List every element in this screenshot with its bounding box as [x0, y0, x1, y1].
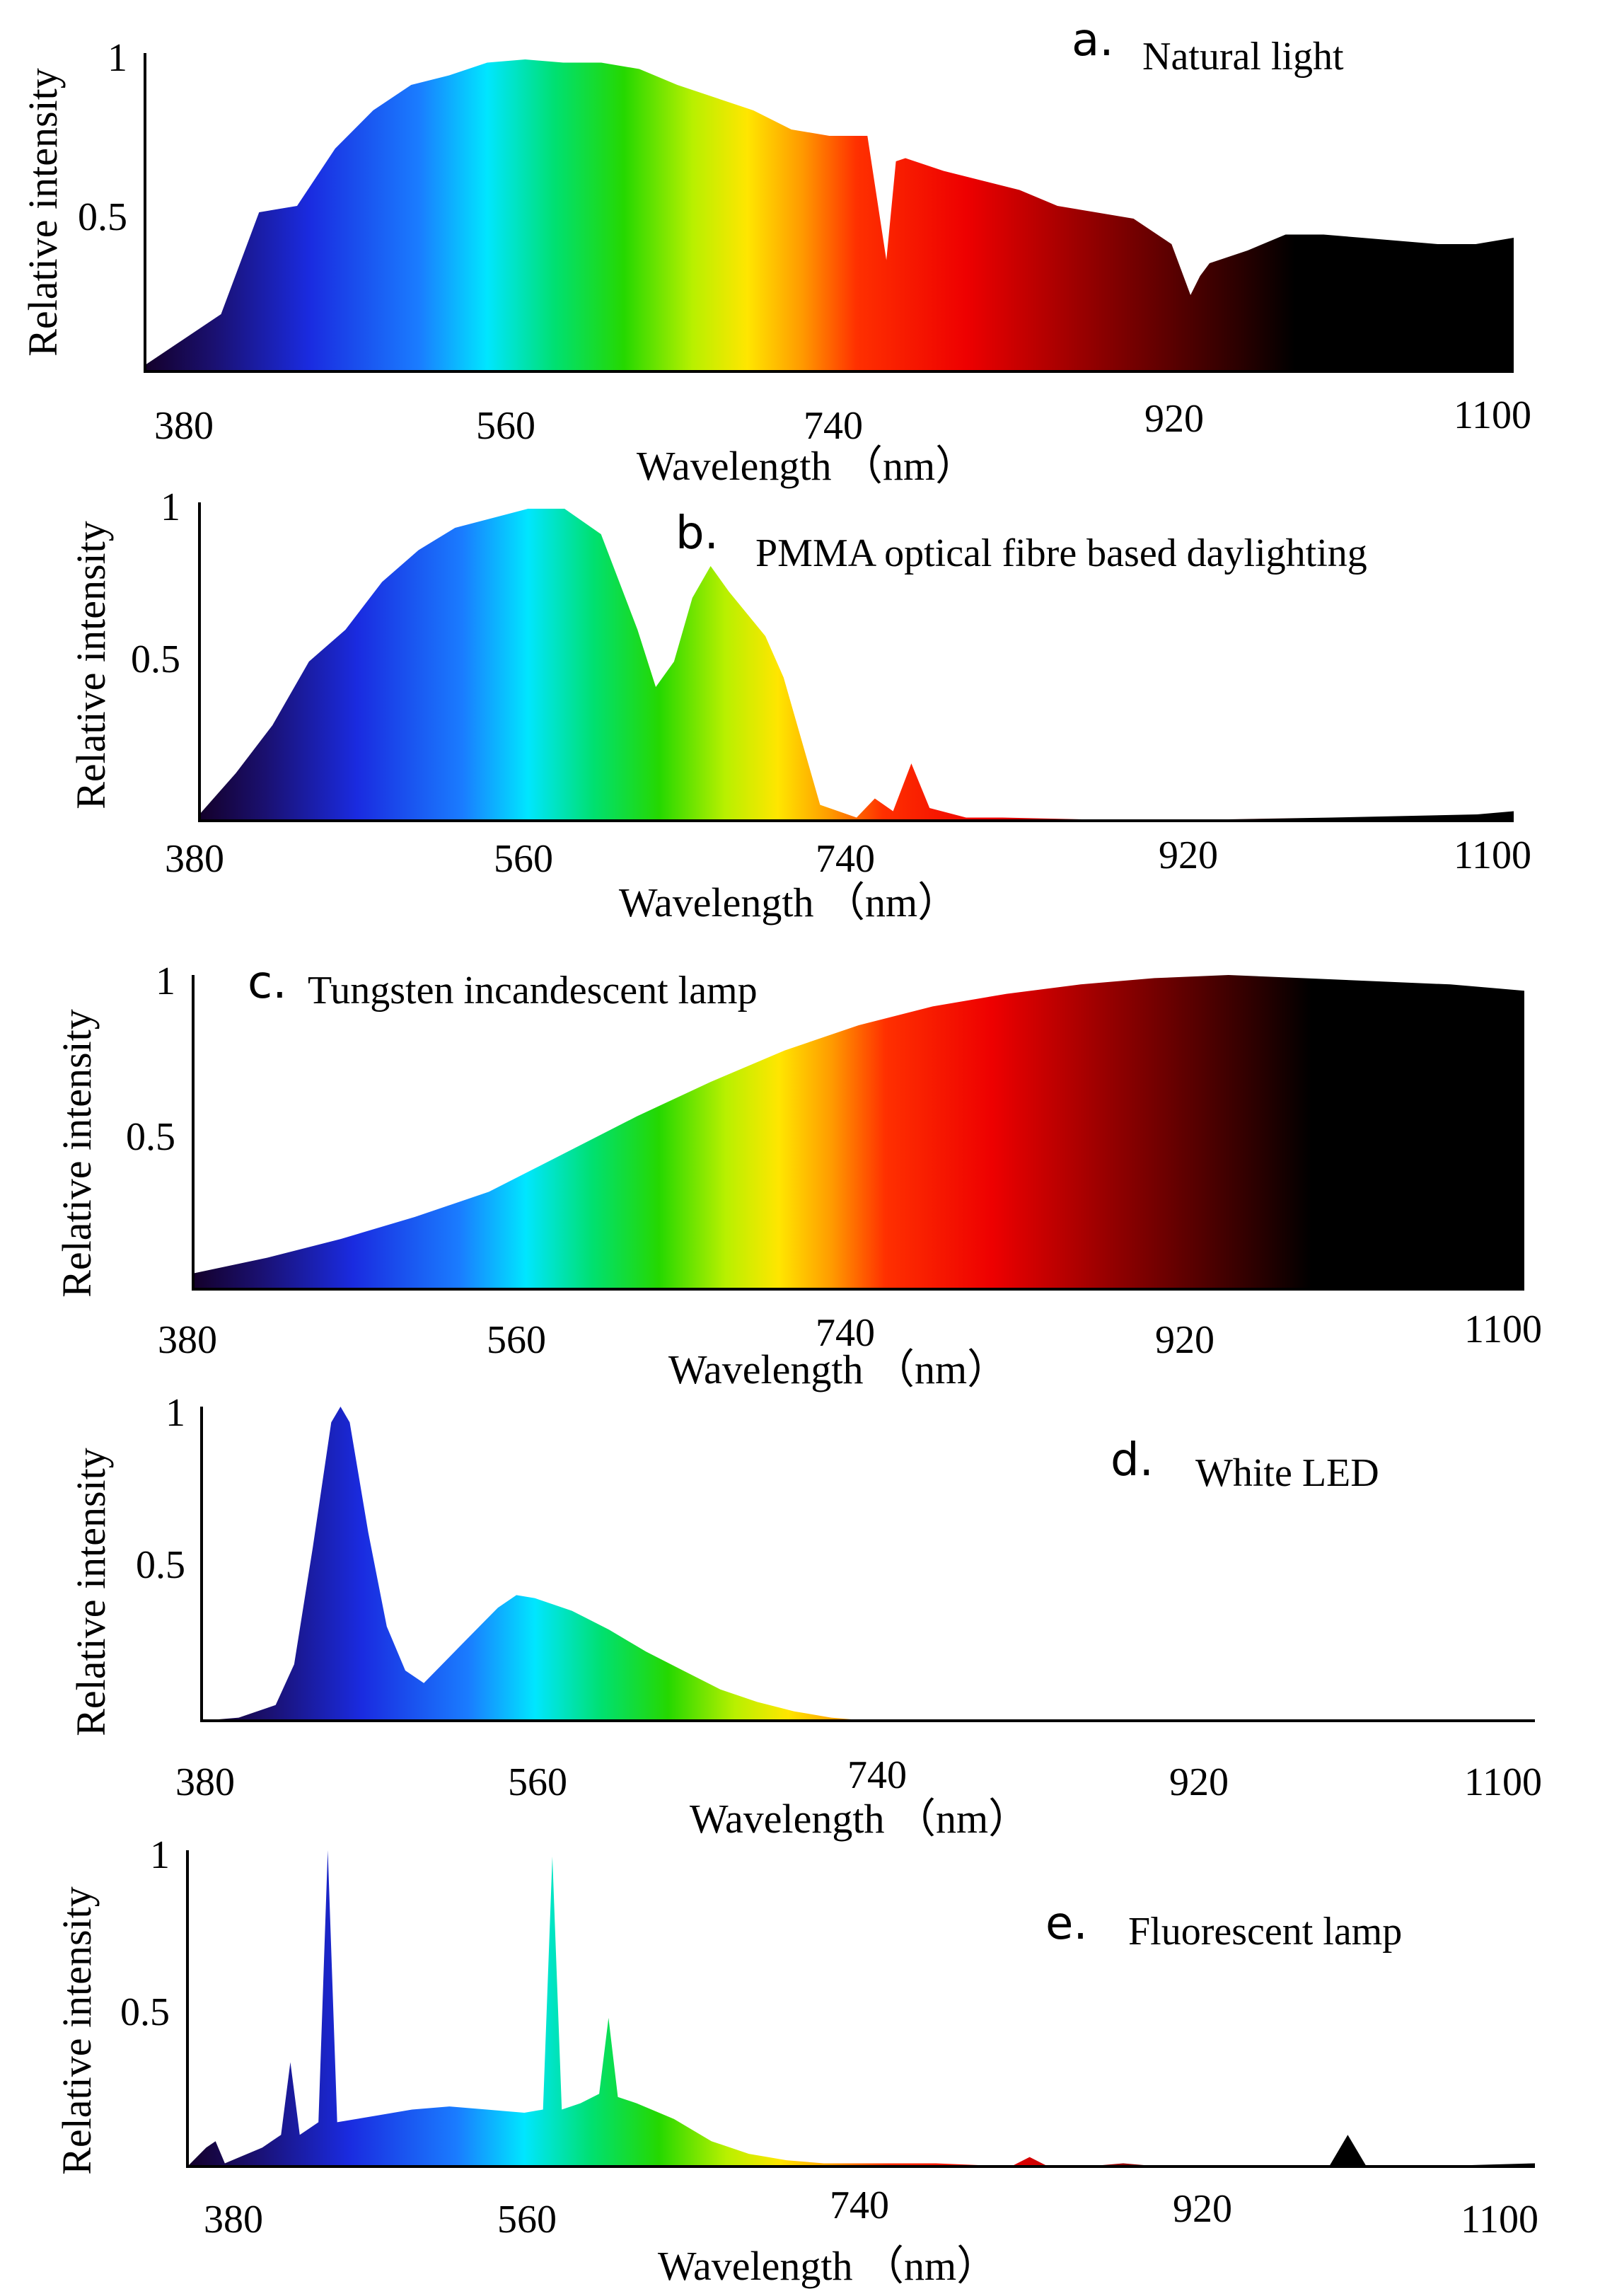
panel-label-e: e.	[1045, 1898, 1088, 1950]
panel-a: a. Natural light Relative intensity 0.5 …	[20, 14, 1531, 489]
axes-e	[186, 1850, 1535, 2168]
panel-label-d: d.	[1111, 1434, 1154, 1487]
xtick-a-2: 740	[804, 404, 863, 448]
xtick-e-3: 920	[1173, 2187, 1232, 2231]
ylabel-a: Relative intensity	[20, 68, 66, 357]
xtick-a-0: 380	[154, 404, 214, 448]
panel-b: b. PMMA optical fibre based daylighting …	[68, 485, 1531, 925]
ytick-b-1: 1	[161, 485, 180, 529]
xtick-a-1: 560	[476, 404, 535, 448]
ytick-b-0: 0.5	[131, 638, 180, 681]
spectrum-area-b	[199, 509, 1514, 821]
ylabel-c: Relative intensity	[54, 1009, 100, 1298]
chart-title-d: White LED	[1195, 1451, 1379, 1495]
ylabel-d: Relative intensity	[68, 1448, 114, 1736]
xtick-d-2: 740	[847, 1753, 907, 1797]
xtick-b-3: 920	[1159, 833, 1218, 877]
spectrum-area-e	[187, 1850, 1535, 2167]
xtick-c-1: 560	[487, 1318, 546, 1362]
panel-label-a: a.	[1072, 14, 1114, 67]
spectrum-area-c	[193, 975, 1524, 1289]
xlabel-d: Wavelength （nm）	[690, 1796, 1029, 1842]
chart-title-b: PMMA optical fibre based daylighting	[755, 531, 1367, 575]
axes-c	[192, 975, 1524, 1291]
panel-e: e. Fluorescent lamp Relative intensity 0…	[54, 1833, 1538, 2289]
xtick-c-2: 740	[816, 1311, 875, 1355]
xlabel-a: Wavelength （nm）	[637, 443, 976, 489]
xtick-b-0: 380	[165, 837, 224, 881]
axes-b	[198, 502, 1514, 822]
xlabel-b: Wavelength （nm）	[619, 879, 958, 925]
panel-d: d. White LED Relative intensity 0.5 1 38…	[68, 1391, 1542, 1842]
ytick-a-1: 1	[108, 36, 127, 80]
xtick-e-2: 740	[830, 2183, 889, 2227]
spectrum-area-a	[145, 59, 1514, 371]
xtick-b-4: 1100	[1454, 833, 1531, 877]
panel-label-b: b.	[676, 507, 719, 560]
xtick-c-3: 920	[1155, 1318, 1215, 1362]
xtick-d-3: 920	[1169, 1760, 1229, 1804]
xlabel-e: Wavelength （nm）	[658, 2243, 997, 2289]
ytick-c-0: 0.5	[126, 1115, 175, 1159]
ytick-c-1: 1	[156, 959, 175, 1003]
xtick-c-0: 380	[158, 1318, 217, 1362]
xtick-b-2: 740	[816, 837, 875, 881]
axes-a	[144, 53, 1514, 373]
spectrum-area-d	[202, 1407, 1535, 1721]
panel-label-c: c.	[248, 957, 287, 1009]
ytick-e-0: 0.5	[120, 1990, 170, 2034]
chart-title-c: Tungsten incandescent lamp	[308, 969, 758, 1013]
axes-d	[200, 1407, 1535, 1722]
ytick-d-1: 1	[166, 1391, 185, 1435]
ytick-a-0: 0.5	[78, 195, 127, 239]
xtick-e-1: 560	[497, 2198, 557, 2242]
xtick-a-4: 1100	[1454, 393, 1531, 437]
xlabel-c: Wavelength （nm）	[668, 1346, 1008, 1392]
xtick-d-0: 380	[175, 1760, 235, 1804]
panel-c: c. Tungsten incandescent lamp Relative i…	[54, 957, 1542, 1392]
chart-title-a: Natural light	[1142, 35, 1344, 79]
ylabel-b: Relative intensity	[68, 521, 114, 809]
ylabel-e: Relative intensity	[54, 1886, 100, 2175]
xtick-e-0: 380	[204, 2198, 263, 2242]
chart-title-e: Fluorescent lamp	[1128, 1910, 1402, 1954]
ytick-d-0: 0.5	[136, 1543, 185, 1587]
ytick-e-1: 1	[150, 1833, 170, 1877]
xtick-d-1: 560	[508, 1760, 567, 1804]
xtick-d-4: 1100	[1464, 1760, 1542, 1804]
xtick-e-4: 1100	[1461, 2198, 1538, 2242]
xtick-a-3: 920	[1144, 397, 1204, 441]
xtick-c-4: 1100	[1464, 1308, 1542, 1351]
xtick-b-1: 560	[494, 837, 553, 881]
